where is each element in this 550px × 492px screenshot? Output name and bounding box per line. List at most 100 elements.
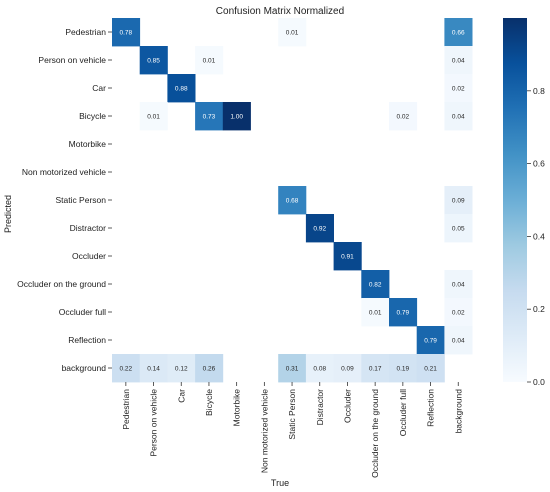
cell-value-label: 0.78 (120, 30, 133, 37)
heatmap-cell (195, 46, 224, 75)
heatmap-cell (333, 242, 362, 271)
cell-value-label: 0.31 (286, 366, 299, 373)
cell-value-label: 0.01 (286, 30, 299, 37)
y-tick-label: Motorbike (69, 139, 107, 149)
heatmap-cell (278, 186, 307, 215)
x-tick-label: Motorbike (232, 389, 242, 427)
cell-value-label: 0.91 (341, 254, 354, 261)
x-tick-label: Occluder full (398, 389, 408, 436)
y-tick-label: Occluder full (59, 307, 106, 317)
y-axis-label: Predicted (3, 195, 13, 233)
cell-value-label: 0.68 (286, 198, 299, 205)
x-tick-label: Bicycle (204, 389, 214, 416)
heatmap-cell (416, 354, 445, 383)
cell-value-label: 0.02 (397, 114, 410, 121)
cell-value-label: 0.04 (452, 338, 465, 345)
y-tick-label: Pedestrian (65, 27, 106, 37)
cell-value-label: 1.00 (230, 114, 243, 121)
heatmap-cell (444, 298, 473, 327)
heatmap-cell (112, 354, 141, 383)
cell-value-label: 0.19 (397, 366, 410, 373)
heatmap-cell (444, 46, 473, 75)
cell-value-label: 0.04 (452, 282, 465, 289)
heatmap-cell (139, 46, 168, 75)
colorbar-ticks: 0.0 0.2 0.4 0.6 0.8 (527, 86, 545, 387)
cell-value-label: 0.88 (175, 86, 188, 93)
heatmap-cell (389, 354, 418, 383)
x-tick-label: Car (176, 389, 186, 403)
heatmap-cell (361, 298, 390, 327)
colorbar-tick-label: 0.6 (533, 159, 545, 169)
x-tick-label: Occluder on the ground (370, 389, 380, 478)
heatmap-cell (167, 354, 196, 383)
heatmap-cell (305, 214, 334, 243)
colorbar-tick-label: 0.0 (533, 377, 545, 387)
heatmap-cell (139, 354, 168, 383)
heatmap-cell (139, 102, 168, 131)
cell-value-label: 0.21 (424, 366, 437, 373)
x-tick-label: Pedestrian (121, 389, 131, 430)
y-tick-label: Bicycle (79, 111, 106, 121)
cell-value-label: 0.04 (452, 114, 465, 121)
heatmap-cell (361, 270, 390, 299)
colorbar-tick-label: 0.2 (533, 304, 545, 314)
cell-value-label: 0.04 (452, 58, 465, 65)
x-tick-label: Static Person (287, 389, 297, 440)
x-axis-label: True (271, 478, 289, 488)
heatmap-cell (305, 354, 334, 383)
cell-value-label: 0.14 (147, 366, 160, 373)
cell-value-label: 0.01 (147, 114, 160, 121)
x-tick-label: Reflection (426, 389, 436, 427)
heatmap-cell (444, 326, 473, 355)
heatmap-cell (278, 354, 307, 383)
cell-value-label: 0.01 (369, 310, 382, 317)
x-tick-label: background (453, 389, 463, 434)
cell-value-label: 0.09 (341, 366, 354, 373)
y-axis-ticks: Pedestrian Person on vehicle Car Bicycle Mot… (17, 27, 112, 373)
heatmap-cell (195, 102, 224, 131)
cell-value-label: 0.09 (452, 198, 465, 205)
cell-value-label: 0.66 (452, 30, 465, 37)
heatmap-cell (222, 102, 251, 131)
colorbar-tick-label: 0.8 (533, 86, 545, 96)
heatmap-cell (389, 298, 418, 327)
cell-value-label: 0.79 (397, 310, 410, 317)
cell-value-label: 0.01 (203, 58, 216, 65)
cell-value-label: 0.12 (175, 366, 188, 373)
y-tick-label: Occluder (72, 251, 106, 261)
y-tick-label: Person on vehicle (38, 55, 106, 65)
heatmap-cell (112, 18, 141, 47)
cell-value-label: 0.82 (369, 282, 382, 289)
heatmap-cell (444, 270, 473, 299)
heatmap-cell (167, 74, 196, 103)
x-tick-label: Distractor (315, 389, 325, 426)
colorbar-tick-label: 0.4 (533, 231, 545, 241)
cell-value-label: 0.85 (147, 58, 160, 65)
heatmap-cell (389, 102, 418, 131)
cell-value-label: 0.08 (313, 366, 326, 373)
y-tick-label: Non motorized vehicle (22, 167, 106, 177)
y-tick-label: Static Person (55, 195, 106, 205)
heatmap-cell (444, 186, 473, 215)
y-tick-label: background (62, 363, 107, 373)
y-tick-label: Car (92, 83, 106, 93)
heatmap-cell (195, 354, 224, 383)
cell-value-label: 0.26 (203, 366, 216, 373)
cell-value-label: 0.73 (203, 114, 216, 121)
cell-value-label: 0.79 (424, 338, 437, 345)
cell-value-label: 0.17 (369, 366, 382, 373)
x-tick-label: Person on vehicle (149, 389, 159, 457)
heatmap-cell (444, 102, 473, 131)
colorbar (503, 18, 527, 382)
heatmap-cell (416, 326, 445, 355)
cell-value-label: 0.02 (452, 310, 465, 317)
heatmap-cells (112, 18, 473, 383)
cell-value-label: 0.05 (452, 226, 465, 233)
heatmap-cell (444, 18, 473, 47)
heatmap-cell-labels: 0.78 0.01 0.66 0.85 0.01 0.04 0.88 0.02 0.01 0.73… (120, 30, 465, 373)
heatmap-cell (444, 214, 473, 243)
heatmap-cell (278, 18, 307, 47)
cell-value-label: 0.02 (452, 86, 465, 93)
heatmap-cell (361, 354, 390, 383)
chart-title: Confusion Matrix Normalized (216, 6, 344, 17)
